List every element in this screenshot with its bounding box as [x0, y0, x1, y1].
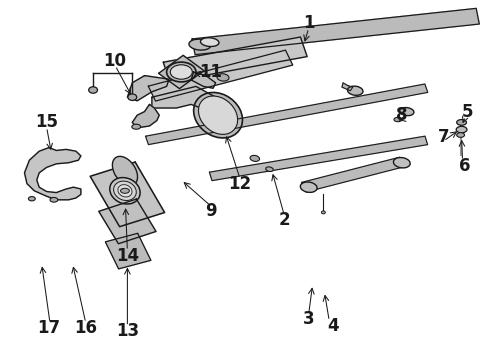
Ellipse shape — [393, 158, 410, 168]
Ellipse shape — [198, 96, 238, 134]
Polygon shape — [127, 76, 169, 101]
Ellipse shape — [89, 87, 98, 93]
Ellipse shape — [456, 126, 467, 133]
Ellipse shape — [194, 93, 243, 138]
Ellipse shape — [189, 39, 211, 50]
Ellipse shape — [217, 74, 229, 81]
Ellipse shape — [132, 124, 141, 129]
Polygon shape — [148, 50, 293, 101]
Text: 10: 10 — [104, 52, 126, 70]
Text: 17: 17 — [37, 319, 61, 337]
Ellipse shape — [170, 65, 192, 79]
Text: 6: 6 — [459, 157, 470, 175]
Ellipse shape — [121, 188, 129, 193]
Text: 4: 4 — [327, 317, 339, 335]
Text: 5: 5 — [462, 103, 474, 121]
Ellipse shape — [300, 182, 317, 192]
Ellipse shape — [321, 211, 325, 214]
Text: 16: 16 — [74, 319, 97, 337]
Polygon shape — [146, 84, 428, 145]
Text: 9: 9 — [205, 202, 217, 220]
Polygon shape — [90, 162, 165, 227]
Ellipse shape — [399, 108, 414, 116]
Text: 11: 11 — [199, 63, 222, 81]
Polygon shape — [192, 8, 479, 55]
Polygon shape — [301, 157, 404, 192]
Ellipse shape — [457, 120, 466, 125]
Text: 1: 1 — [303, 14, 315, 32]
Ellipse shape — [200, 38, 219, 46]
Polygon shape — [191, 72, 216, 88]
Ellipse shape — [118, 185, 132, 197]
Ellipse shape — [112, 156, 138, 186]
Polygon shape — [342, 83, 353, 91]
Text: 3: 3 — [303, 310, 315, 328]
Polygon shape — [132, 104, 159, 128]
Ellipse shape — [167, 62, 196, 82]
Ellipse shape — [110, 177, 140, 204]
Text: 2: 2 — [278, 211, 290, 229]
Text: 12: 12 — [228, 175, 252, 193]
Text: 14: 14 — [116, 247, 139, 265]
Polygon shape — [209, 136, 428, 181]
Ellipse shape — [114, 181, 136, 201]
Ellipse shape — [266, 167, 273, 171]
Ellipse shape — [347, 86, 363, 95]
Polygon shape — [24, 148, 81, 200]
Text: 7: 7 — [438, 128, 449, 146]
Ellipse shape — [250, 156, 260, 161]
Polygon shape — [105, 233, 151, 269]
Polygon shape — [152, 86, 216, 108]
Ellipse shape — [28, 197, 35, 201]
Ellipse shape — [394, 117, 402, 122]
Ellipse shape — [50, 197, 58, 202]
Ellipse shape — [128, 94, 137, 100]
Text: 15: 15 — [35, 113, 58, 131]
Text: 13: 13 — [116, 322, 139, 340]
Ellipse shape — [457, 133, 465, 138]
Polygon shape — [163, 37, 307, 82]
Polygon shape — [99, 199, 156, 244]
Text: 8: 8 — [396, 106, 408, 124]
Polygon shape — [159, 55, 204, 89]
